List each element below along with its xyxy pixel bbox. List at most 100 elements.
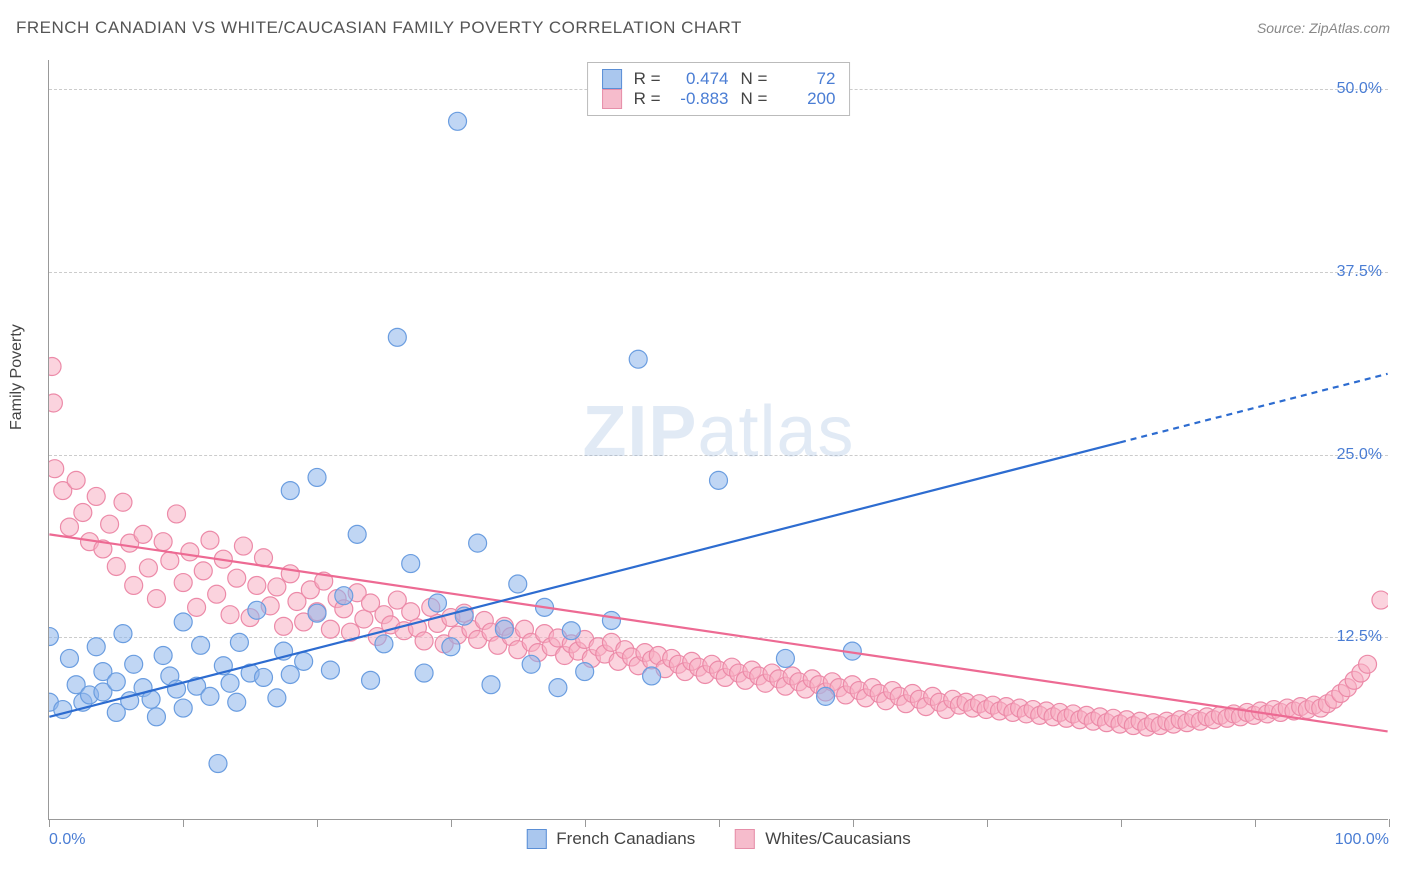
- scatter-point: [221, 674, 239, 692]
- scatter-point: [295, 652, 313, 670]
- legend-swatch-blue: [602, 69, 622, 89]
- scatter-point: [134, 525, 152, 543]
- legend-row-blue: R = 0.474 N = 72: [602, 69, 836, 89]
- scatter-point: [147, 708, 165, 726]
- scatter-point: [576, 663, 594, 681]
- x-tick: [585, 819, 586, 827]
- scatter-point: [442, 638, 460, 656]
- legend-label-pink: Whites/Caucasians: [765, 829, 911, 849]
- legend-item-blue: French Canadians: [526, 829, 695, 849]
- correlation-legend: R = 0.474 N = 72 R = -0.883 N = 200: [587, 62, 851, 116]
- scatter-point: [230, 633, 248, 651]
- r-value-blue: 0.474: [673, 69, 729, 89]
- scatter-point: [415, 664, 433, 682]
- scatter-point: [147, 590, 165, 608]
- scatter-point: [67, 471, 85, 489]
- legend-swatch-blue: [526, 829, 546, 849]
- scatter-point: [281, 482, 299, 500]
- scatter-point: [495, 620, 513, 638]
- scatter-point: [87, 638, 105, 656]
- scatter-point: [362, 671, 380, 689]
- scatter-point: [174, 699, 192, 717]
- scatter-point: [87, 487, 105, 505]
- scatter-point: [522, 655, 540, 673]
- scatter-point: [174, 613, 192, 631]
- trend-line: [49, 534, 1387, 731]
- legend-swatch-pink: [602, 89, 622, 109]
- scatter-point: [388, 328, 406, 346]
- scatter-point: [101, 515, 119, 533]
- x-tick: [987, 819, 988, 827]
- legend-row-pink: R = -0.883 N = 200: [602, 89, 836, 109]
- scatter-point: [281, 666, 299, 684]
- scatter-point: [234, 537, 252, 555]
- x-tick: [1121, 819, 1122, 827]
- r-value-pink: -0.883: [673, 89, 729, 109]
- scatter-point: [194, 562, 212, 580]
- scatter-point: [125, 655, 143, 673]
- x-tick-label: 100.0%: [1335, 831, 1389, 849]
- scatter-point: [308, 604, 326, 622]
- r-label: R =: [634, 89, 661, 109]
- scatter-point: [1359, 655, 1377, 673]
- scatter-point: [817, 687, 835, 705]
- scatter-point: [375, 635, 393, 653]
- n-label: N =: [741, 89, 768, 109]
- scatter-point: [629, 350, 647, 368]
- scatter-point: [509, 575, 527, 593]
- scatter-point: [275, 617, 293, 635]
- scatter-point: [181, 543, 199, 561]
- scatter-point: [776, 649, 794, 667]
- scatter-point: [482, 676, 500, 694]
- chart-title: FRENCH CANADIAN VS WHITE/CAUCASIAN FAMIL…: [16, 18, 742, 38]
- scatter-point: [281, 565, 299, 583]
- scatter-point: [415, 632, 433, 650]
- x-tick: [1389, 819, 1390, 827]
- x-tick-label: 0.0%: [49, 831, 85, 849]
- scatter-point: [710, 471, 728, 489]
- scatter-point: [643, 667, 661, 685]
- legend-item-pink: Whites/Caucasians: [735, 829, 911, 849]
- legend-label-blue: French Canadians: [556, 829, 695, 849]
- scatter-point: [174, 574, 192, 592]
- scatter-point: [107, 673, 125, 691]
- scatter-point: [228, 569, 246, 587]
- scatter-point: [348, 525, 366, 543]
- chart-plot-area: ZIPatlas R = 0.474 N = 72 R = -0.883 N =…: [48, 60, 1388, 820]
- x-tick: [1255, 819, 1256, 827]
- n-value-blue: 72: [779, 69, 835, 89]
- scatter-point: [49, 460, 64, 478]
- scatter-point: [402, 603, 420, 621]
- series-legend: French Canadians Whites/Caucasians: [526, 829, 910, 849]
- n-label: N =: [741, 69, 768, 89]
- scatter-point: [49, 628, 58, 646]
- scatter-point: [1372, 591, 1388, 609]
- scatter-point: [549, 679, 567, 697]
- scatter-point: [125, 576, 143, 594]
- source-label: Source:: [1257, 20, 1305, 36]
- scatter-point: [428, 594, 446, 612]
- scatter-point: [308, 468, 326, 486]
- scatter-point: [201, 531, 219, 549]
- scatter-point: [114, 493, 132, 511]
- scatter-point: [321, 620, 339, 638]
- source-attribution: Source: ZipAtlas.com: [1257, 20, 1390, 36]
- y-axis-label: Family Poverty: [8, 324, 26, 430]
- scatter-point: [107, 557, 125, 575]
- scatter-point: [449, 112, 467, 130]
- scatter-point: [221, 606, 239, 624]
- scatter-point: [49, 394, 62, 412]
- scatter-point: [228, 693, 246, 711]
- scatter-point: [208, 585, 226, 603]
- x-tick: [49, 819, 50, 827]
- scatter-point: [255, 668, 273, 686]
- n-value-pink: 200: [779, 89, 835, 109]
- x-tick: [317, 819, 318, 827]
- scatter-point: [154, 533, 172, 551]
- scatter-point: [248, 576, 266, 594]
- x-tick: [719, 819, 720, 827]
- r-label: R =: [634, 69, 661, 89]
- scatter-point: [74, 503, 92, 521]
- scatter-point: [355, 610, 373, 628]
- scatter-point: [192, 636, 210, 654]
